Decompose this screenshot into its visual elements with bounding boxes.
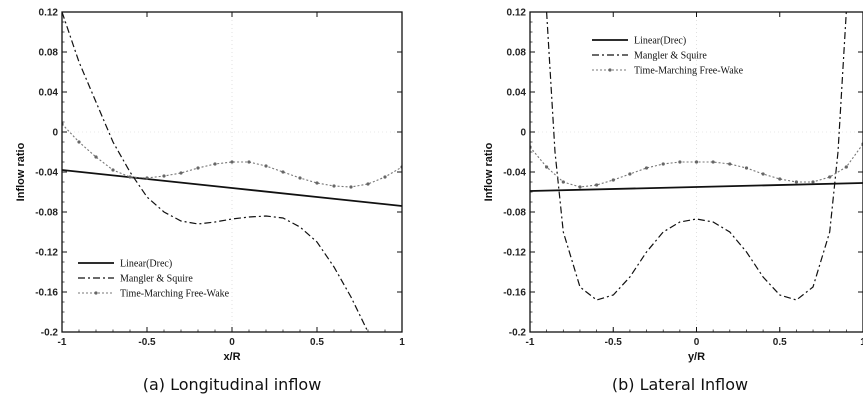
y-tick-label: -0.16 <box>35 288 58 299</box>
series-point <box>844 165 848 169</box>
legend-label-2: Time-Marching Free-Wake <box>634 66 744 77</box>
y-tick-label: -0.04 <box>503 168 526 179</box>
series-point <box>694 160 699 164</box>
series-point <box>661 162 665 166</box>
x-tick-label: -1 <box>58 337 67 348</box>
series-group <box>530 12 863 301</box>
y-tick-label: -0.12 <box>35 248 58 259</box>
legend-label-0: Linear(Drec) <box>634 36 686 47</box>
series-point <box>744 166 749 170</box>
y-tick-label: -0.08 <box>35 208 58 219</box>
legend-label-1: Mangler & Squire <box>120 274 193 285</box>
series-line-0 <box>62 169 402 207</box>
y-tick-label: 0.04 <box>507 88 527 99</box>
series-point <box>828 175 832 179</box>
series-point <box>561 180 565 184</box>
chart-panel-1: 0.12 0.08 0.04 0 -0.04 -0.08 -0.12 -0.16 -0.2-1 -… <box>483 8 863 394</box>
figure-caption: (b) Lateral Inflow <box>612 375 748 394</box>
y-tick-label: -0.16 <box>503 288 526 299</box>
x-tick-label: 0.5 <box>773 337 787 348</box>
series-line-2 <box>62 123 402 188</box>
legend-marker <box>94 291 98 295</box>
x-tick-label: 1 <box>399 337 405 348</box>
series-point <box>778 177 782 181</box>
legend-label-1: Mangler & Squire <box>634 51 707 62</box>
series-point <box>383 175 387 179</box>
series-point <box>281 170 285 174</box>
series-point <box>349 185 353 189</box>
y-tick-label: -0.08 <box>503 208 526 219</box>
plot-frame <box>529 11 863 333</box>
series-point <box>315 181 319 185</box>
series-point <box>213 162 217 166</box>
series-point <box>366 182 370 186</box>
y-tick-label: -0.2 <box>509 328 527 339</box>
chart-panel-0: 0.12 0.08 0.04 0 -0.04 -0.08 -0.12 -0.16 -0.2-1 -… <box>15 8 405 395</box>
y-tick-label: -0.12 <box>503 248 526 259</box>
series-point <box>545 165 549 169</box>
series-line-0 <box>530 182 863 192</box>
x-tick-label: 0 <box>694 337 700 348</box>
series-point <box>247 160 251 164</box>
series-point <box>811 180 815 184</box>
x-tick-label: -0.5 <box>138 337 156 348</box>
x-axis-label: y/R <box>688 351 705 363</box>
series-point <box>628 172 632 176</box>
series-point <box>332 184 336 188</box>
series-point <box>644 166 649 170</box>
series-point <box>230 160 234 164</box>
series-point <box>128 175 132 179</box>
series-point <box>145 176 149 180</box>
series-point <box>77 140 81 144</box>
series-point <box>595 183 599 187</box>
series-point <box>94 155 98 159</box>
series-point <box>728 162 732 166</box>
series-point <box>298 176 302 180</box>
y-tick-label: 0.12 <box>507 8 527 19</box>
y-tick-label: 0 <box>52 128 58 139</box>
y-axis-label: Inflow ratio <box>483 142 495 201</box>
x-tick-label: 1 <box>860 337 863 348</box>
y-axis-label: Inflow ratio <box>15 142 27 201</box>
series-line-1 <box>546 12 847 301</box>
x-tick-label: -0.5 <box>605 337 623 348</box>
series-point <box>111 168 115 172</box>
legend-label-0: Linear(Drec) <box>120 259 172 270</box>
y-tick-label: -0.2 <box>41 328 59 339</box>
series-point <box>578 185 582 189</box>
y-tick-label: 0.08 <box>39 48 59 59</box>
figure-caption: (a) Longitudinal inflow <box>143 375 322 394</box>
series-point <box>711 160 715 164</box>
series-point <box>196 166 200 170</box>
y-tick-label: -0.04 <box>35 168 58 179</box>
series-point <box>264 164 268 168</box>
legend-marker <box>608 68 612 72</box>
series-point <box>761 172 765 176</box>
legend-label-2: Time-Marching Free-Wake <box>120 289 230 300</box>
x-axis-label: x/R <box>223 351 240 363</box>
plot-frame <box>61 11 403 333</box>
y-tick-label: 0.08 <box>507 48 527 59</box>
y-tick-label: 0.12 <box>39 8 59 19</box>
series-point <box>678 160 682 164</box>
series-point <box>162 174 166 178</box>
series-point <box>179 171 183 175</box>
series-line-1 <box>62 12 369 332</box>
series-point <box>611 178 615 182</box>
y-tick-label: 0.04 <box>39 88 59 99</box>
x-tick-label: 0 <box>229 337 235 348</box>
series-point <box>794 180 799 184</box>
y-tick-label: 0 <box>520 128 526 139</box>
x-tick-label: 0.5 <box>310 337 324 348</box>
x-tick-label: -1 <box>526 337 535 348</box>
